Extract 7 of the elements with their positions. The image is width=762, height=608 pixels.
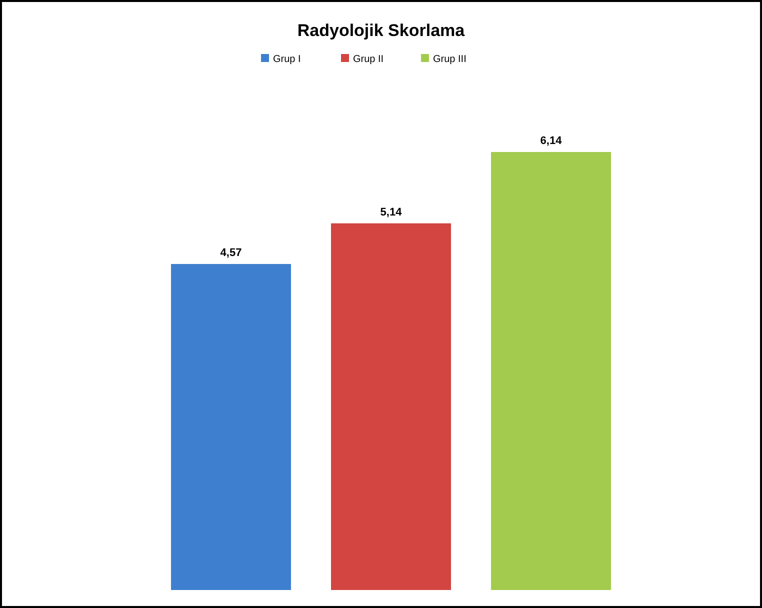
- legend-label: Grup II: [353, 54, 384, 65]
- data-label: 5,14: [380, 206, 403, 218]
- legend-label: Grup I: [273, 54, 301, 65]
- data-label: 6,14: [540, 135, 563, 147]
- data-label: 4,57: [220, 246, 242, 259]
- chart-title: Radyolojik Skorlama: [297, 21, 466, 40]
- legend-label: Grup III: [433, 54, 466, 65]
